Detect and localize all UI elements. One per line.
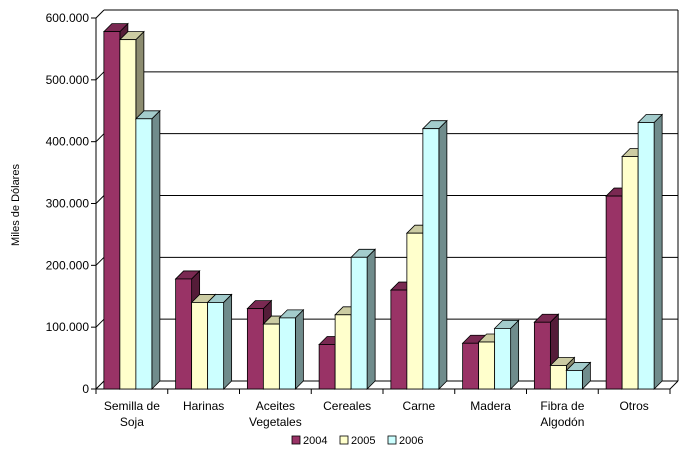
y-tick-label: 300.000 — [46, 197, 90, 211]
bar-2006 — [207, 302, 225, 390]
x-tick-label: Aceites Vegetales — [249, 399, 302, 429]
legend-label-2004: 2004 — [303, 435, 327, 447]
bar-2006 — [494, 328, 512, 390]
x-tick-label-line: Soja — [120, 415, 144, 429]
legend-label-2006: 2006 — [399, 435, 423, 447]
x-tick-label-line: Carne — [403, 399, 436, 413]
bar-2004 — [533, 321, 551, 390]
bar-2004 — [318, 344, 336, 390]
x-tick-label-line: Otros — [619, 399, 648, 413]
gridline-depth — [95, 9, 105, 19]
gridline-depth — [95, 195, 105, 204]
x-tick-label-line: Aceites — [256, 399, 295, 413]
x-tick-label-line: Madera — [470, 399, 511, 413]
bar-2005 — [549, 365, 567, 390]
gridline-depth — [95, 318, 105, 328]
x-tick-label: Fibra de Algodón — [540, 399, 584, 429]
bar-2005 — [406, 232, 424, 390]
x-tick-label-line: Algodón — [540, 415, 584, 429]
bar-2004 — [103, 31, 121, 390]
bar-2006 — [135, 118, 153, 390]
bar-2004 — [390, 289, 408, 390]
bar-2004 — [175, 278, 193, 390]
bar-2005 — [119, 39, 137, 390]
x-tick-label: Otros — [619, 399, 648, 413]
legend-label-2005: 2005 — [351, 435, 375, 447]
bar-side — [510, 319, 520, 390]
gridline-depth — [95, 133, 105, 143]
y-tick-label: 500.000 — [46, 73, 90, 87]
x-tick-label-line: Semilla de — [104, 399, 160, 413]
bar-2005 — [262, 323, 280, 390]
x-tick-label-line: Harinas — [183, 399, 224, 413]
bar-2005 — [621, 156, 639, 390]
x-tick-label: Harinas — [183, 399, 224, 413]
bar-2006 — [422, 128, 440, 390]
x-axis-depth — [669, 380, 679, 390]
bar-2005 — [478, 341, 496, 390]
y-tick-label: 200.000 — [46, 258, 90, 272]
y-tick-label: 100.000 — [46, 320, 90, 334]
bar-side — [151, 109, 161, 390]
bar-side — [223, 293, 233, 390]
y-axis-title: Miles de Dólares — [10, 164, 22, 246]
bar-2006 — [565, 370, 583, 390]
gridline-depth — [95, 256, 105, 266]
x-tick-label: Cereales — [323, 399, 371, 413]
bar-side — [366, 248, 376, 390]
bar-2004 — [246, 308, 264, 390]
bar-2005 — [191, 302, 209, 390]
x-tick-label-line: Cereales — [323, 399, 371, 413]
y-tick-label: 400.000 — [46, 135, 90, 149]
legend-swatch-2005 — [339, 435, 349, 445]
x-tick-label: Semilla de Soja — [104, 399, 160, 429]
bar-2004 — [462, 342, 480, 390]
bar-2006 — [350, 256, 368, 390]
bar-2005 — [334, 314, 352, 390]
x-tick-label: Madera — [470, 399, 511, 413]
bar-side — [438, 119, 448, 390]
bar-2006 — [278, 317, 296, 390]
legend-swatch-2006 — [387, 435, 397, 445]
x-tick-label-line: Vegetales — [249, 415, 302, 429]
bar-2004 — [605, 195, 623, 390]
bar-side — [294, 308, 304, 390]
x-tick-label: Carne — [403, 399, 436, 413]
bar-2006 — [637, 122, 655, 390]
y-tick-label: 600.000 — [46, 11, 90, 25]
bar-side — [653, 113, 663, 390]
y-tick-label: 0 — [82, 382, 89, 396]
legend-swatch-2004 — [291, 435, 301, 445]
x-tick-label-line: Fibra de — [540, 399, 584, 413]
gridline-depth — [95, 71, 105, 81]
